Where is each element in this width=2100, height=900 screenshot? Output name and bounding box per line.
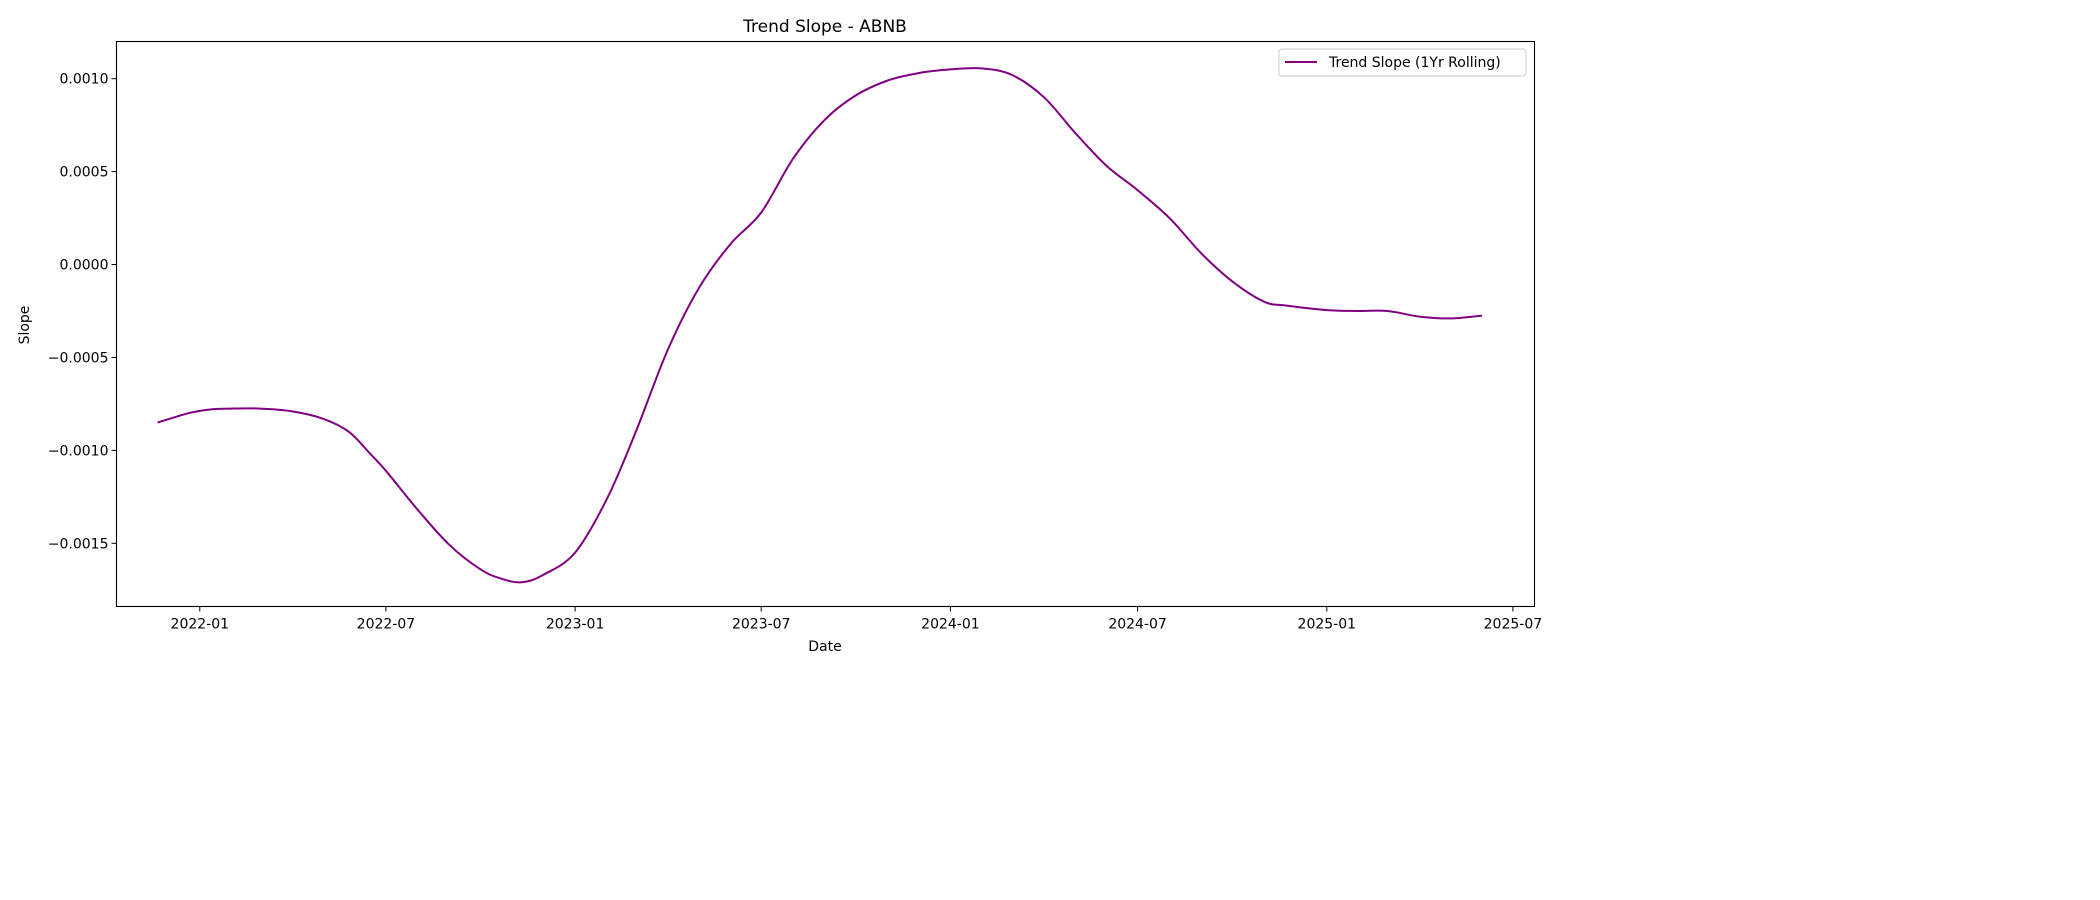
trend-slope-chart: Trend Slope - ABNB 2022-01 2022-07 2023-01… [0,0,1568,672]
legend-label: Trend Slope (1Yr Rolling) [1328,55,1501,71]
x-tick-label: 2023-01 [546,617,605,633]
y-axis-ticks: 0.0010 0.0005 0.0000 −0.0005 −0.0010 −0.0015 [48,72,117,552]
x-tick-label: 2022-07 [357,617,416,633]
x-tick-label: 2025-01 [1298,617,1357,633]
figure-background [0,0,1568,672]
y-tick-label: 0.0005 [60,165,109,181]
x-tick-label: 2022-01 [171,617,230,633]
y-axis-label: Slope [17,306,33,345]
x-axis-label: Date [808,639,841,655]
trend-slope-line [157,67,1483,584]
y-tick-label: −0.0005 [48,350,109,366]
chart-container: Trend Slope - ABNB 2022-01 2022-07 2023-01… [0,0,1568,672]
y-tick-label: −0.0010 [48,443,109,459]
y-tick-label: −0.0015 [48,536,109,552]
legend-box [1278,48,1527,77]
y-tick-label: 0.0000 [60,258,109,274]
y-tick-label: 0.0010 [60,72,109,88]
legend: Trend Slope (1Yr Rolling) [1278,48,1527,77]
plot-area-frame [115,40,1536,608]
chart-title: Trend Slope - ABNB [742,17,907,37]
x-axis-ticks: 2022-01 2022-07 2023-01 2023-07 2024-01 2024-… [171,606,1543,633]
x-tick-label: 2025-07 [1484,617,1543,633]
x-tick-label: 2024-07 [1108,617,1167,633]
x-tick-label: 2023-07 [732,617,791,633]
x-tick-label: 2024-01 [921,617,980,633]
